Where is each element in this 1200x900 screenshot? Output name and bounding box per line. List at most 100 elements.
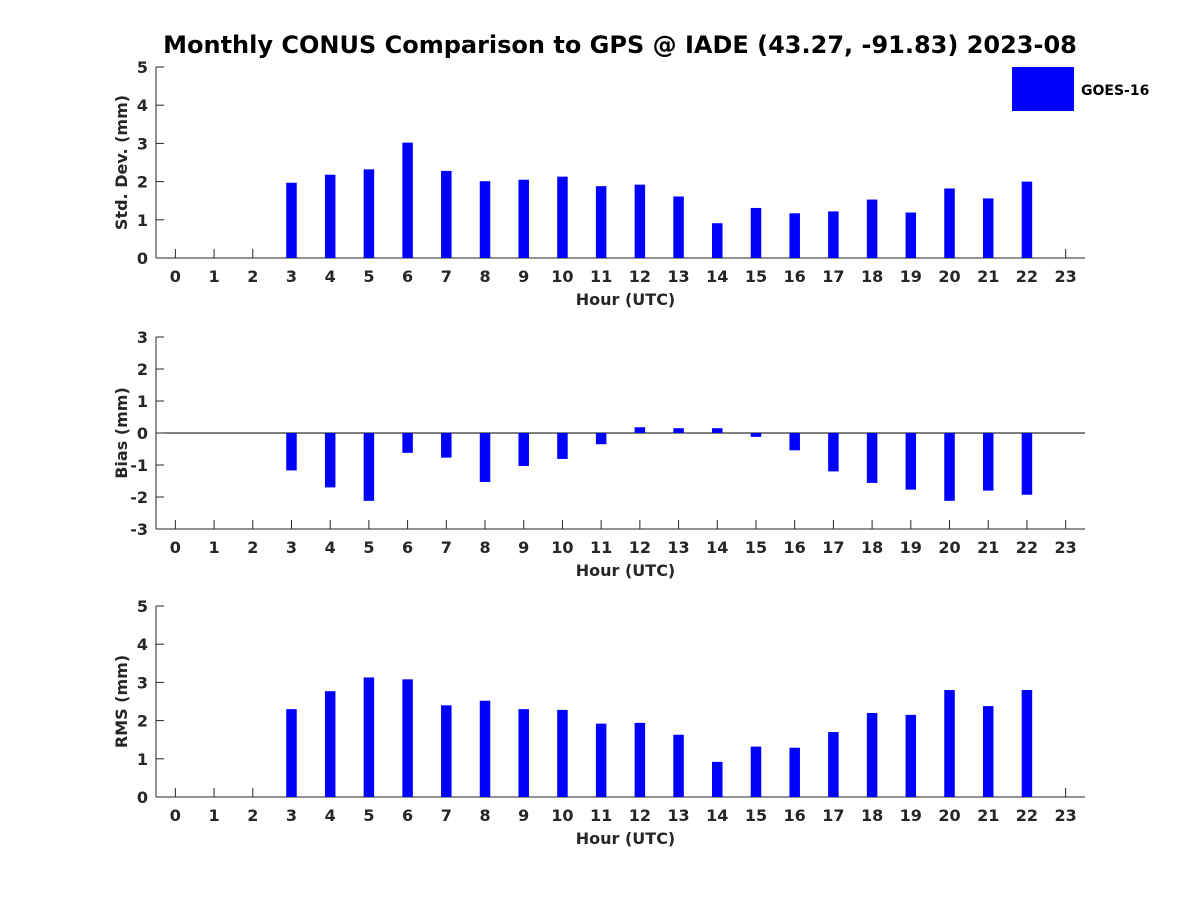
bar-rms-hour-14 (712, 761, 723, 797)
bar-std-dev-hour-16 (789, 213, 800, 258)
y-tick-label: -1 (130, 456, 148, 475)
x-tick-label: 23 (1055, 267, 1077, 286)
legend-label: GOES-16 (1081, 83, 1149, 99)
x-tick-label: 9 (518, 267, 529, 286)
bar-rms-hour-17 (828, 732, 839, 797)
x-tick-label: 13 (667, 267, 689, 286)
bar-rms-hour-22 (1021, 690, 1033, 797)
x-tick-label: 13 (667, 538, 689, 557)
x-axis-label: Hour (UTC) (576, 561, 676, 580)
x-tick-label: 19 (900, 806, 922, 825)
bar-rms-hour-12 (634, 722, 646, 797)
bar-bias-hour-13 (673, 428, 684, 433)
bar-bias-hour-16 (789, 433, 800, 451)
x-tick-label: 10 (551, 267, 573, 286)
y-tick-label: 2 (137, 360, 148, 379)
bar-std-dev-hour-10 (557, 176, 568, 258)
x-tick-label: 10 (551, 538, 573, 557)
bar-std-dev-hour-13 (673, 196, 684, 258)
bar-rms-hour-16 (789, 747, 800, 797)
x-tick-label: 2 (247, 267, 258, 286)
y-tick-label: 5 (137, 58, 148, 77)
bar-std-dev-hour-9 (518, 179, 529, 258)
x-tick-label: 9 (518, 806, 529, 825)
x-tick-label: 16 (784, 806, 806, 825)
bar-rms-hour-15 (750, 746, 762, 797)
y-tick-label: -2 (130, 488, 148, 507)
x-tick-label: 22 (1016, 267, 1038, 286)
y-tick-label: 0 (137, 249, 148, 268)
y-axis-label: Bias (mm) (112, 387, 131, 479)
bar-std-dev-hour-17 (828, 211, 839, 258)
x-tick-label: 12 (629, 806, 651, 825)
y-tick-label: 2 (137, 712, 148, 731)
bar-std-dev-hour-15 (750, 207, 762, 258)
y-tick-label: 1 (137, 392, 148, 411)
bar-std-dev-hour-6 (402, 142, 413, 258)
bar-std-dev-hour-11 (595, 186, 607, 258)
y-tick-label: 1 (137, 211, 148, 230)
y-tick-label: 4 (137, 96, 148, 115)
x-tick-label: 1 (208, 267, 219, 286)
bar-rms-hour-6 (402, 679, 413, 797)
x-tick-label: 0 (170, 806, 181, 825)
x-tick-label: 7 (441, 267, 452, 286)
x-tick-label: 14 (706, 806, 728, 825)
bar-bias-hour-3 (286, 433, 297, 471)
x-tick-label: 13 (667, 806, 689, 825)
legend: GOES-16 (1012, 67, 1149, 111)
bar-std-dev-hour-21 (982, 198, 994, 258)
y-tick-label: 2 (137, 173, 148, 192)
bar-rms-hour-7 (441, 705, 452, 797)
x-tick-label: 17 (822, 538, 844, 557)
x-tick-label: 22 (1016, 806, 1038, 825)
x-tick-label: 6 (402, 538, 413, 557)
x-tick-label: 8 (479, 538, 490, 557)
x-tick-label: 17 (822, 267, 844, 286)
bar-bias-hour-22 (1021, 433, 1033, 495)
x-tick-label: 18 (861, 806, 883, 825)
bar-rms-hour-9 (518, 709, 529, 797)
x-tick-label: 21 (977, 267, 999, 286)
x-tick-label: 3 (286, 538, 297, 557)
bar-bias-hour-18 (866, 433, 878, 483)
x-axis-label: Hour (UTC) (576, 829, 676, 848)
x-tick-label: 23 (1055, 538, 1077, 557)
bar-std-dev-hour-12 (634, 184, 646, 258)
x-tick-label: 6 (402, 806, 413, 825)
bar-rms-hour-11 (595, 723, 607, 797)
x-tick-label: 21 (977, 806, 999, 825)
y-tick-label: 3 (137, 328, 148, 347)
bar-std-dev-hour-8 (479, 181, 491, 258)
x-tick-label: 7 (441, 806, 452, 825)
bar-rms-hour-8 (479, 700, 491, 797)
y-tick-label: 4 (137, 635, 148, 654)
bar-bias-hour-10 (557, 433, 568, 459)
x-tick-label: 11 (590, 806, 612, 825)
x-tick-label: 1 (208, 538, 219, 557)
x-tick-label: 11 (590, 267, 612, 286)
x-tick-label: 15 (745, 806, 767, 825)
bar-std-dev-hour-5 (363, 169, 375, 258)
x-tick-label: 17 (822, 806, 844, 825)
y-tick-label: 0 (137, 424, 148, 443)
x-tick-label: 14 (706, 267, 728, 286)
bar-std-dev-hour-19 (905, 212, 917, 258)
x-tick-label: 11 (590, 538, 612, 557)
y-tick-label: 1 (137, 750, 148, 769)
bar-rms-hour-18 (866, 712, 878, 797)
x-tick-label: 19 (900, 267, 922, 286)
x-tick-label: 19 (900, 538, 922, 557)
y-tick-label: 5 (137, 597, 148, 616)
x-tick-label: 15 (745, 538, 767, 557)
x-axis-label: Hour (UTC) (576, 290, 676, 309)
x-tick-label: 4 (325, 538, 336, 557)
y-axis-label: Std. Dev. (mm) (112, 95, 131, 230)
bar-bias-hour-20 (944, 433, 955, 501)
x-tick-label: 20 (938, 538, 960, 557)
bar-rms-hour-20 (944, 690, 955, 797)
x-tick-label: 5 (363, 806, 374, 825)
bar-bias-hour-6 (402, 433, 413, 453)
x-tick-label: 5 (363, 538, 374, 557)
